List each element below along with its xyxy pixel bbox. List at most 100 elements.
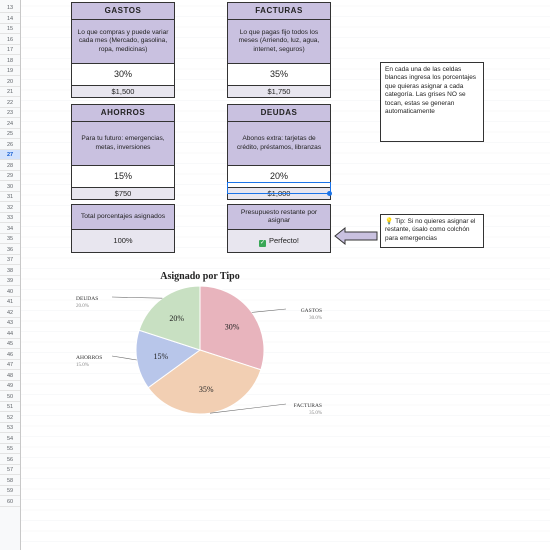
legend-percent: 20.0% (76, 304, 89, 309)
row-number[interactable]: 16 (0, 35, 20, 45)
row-number[interactable]: 20 (0, 77, 20, 87)
row-header-column[interactable]: 13 14 15 16 17 18 19 20 21 22 23 24 25 26 27 28 29 30 31 32… (0, 0, 21, 550)
row-number[interactable]: 14 (0, 14, 20, 24)
row-number[interactable]: 30 (0, 182, 20, 192)
legend-name: AHORROS (76, 355, 102, 361)
facturas-percent-cell[interactable]: 35% (228, 64, 330, 86)
total-percent-label: Total porcentajes asignados (72, 205, 174, 230)
tip-note: 💡 Tip: Si no quieres asignar el restante,… (380, 214, 484, 248)
legend-name: FACTURAS (294, 403, 322, 409)
row-number[interactable]: 36 (0, 245, 20, 255)
pie-chart[interactable]: Asignado por Tipo 30% GASTOS 30.0% 35% FACTU… (60, 264, 350, 424)
tip-text: Tip: Si no quieres asignar el restante, … (385, 218, 476, 242)
row-number[interactable]: 26 (0, 140, 20, 150)
row-number[interactable]: 22 (0, 98, 20, 108)
pie-slice-deudas[interactable] (138, 285, 201, 351)
row-number[interactable]: 40 (0, 287, 20, 297)
row-number[interactable]: 27 (0, 150, 20, 160)
row-number[interactable]: 46 (0, 350, 20, 360)
row-number[interactable]: 15 (0, 24, 20, 34)
row-number[interactable]: 42 (0, 308, 20, 318)
gastos-title: GASTOS (72, 3, 174, 20)
deudas-amount-cell[interactable]: $1,000 (228, 188, 330, 199)
row-number[interactable]: 39 (0, 276, 20, 286)
slice-value-label: 30% (225, 323, 240, 332)
row-number[interactable]: 37 (0, 255, 20, 265)
pie-slice-gastos[interactable] (199, 285, 265, 371)
ahorros-percent-cell[interactable]: 15% (72, 166, 174, 188)
deudas-description: Abonos extra: tarjetas de crédito, prést… (228, 122, 330, 166)
row-number[interactable]: 60 (0, 497, 20, 507)
remaining-budget-status: Perfecto! (268, 236, 299, 245)
deudas-title: DEUDAS (228, 105, 330, 122)
gastos-description: Lo que compras y puede variar cada mes (… (72, 20, 174, 64)
row-number[interactable]: 51 (0, 402, 20, 412)
leader-line (209, 403, 287, 414)
leader-line (111, 296, 163, 299)
row-number[interactable]: 44 (0, 329, 20, 339)
row-number[interactable]: 54 (0, 434, 20, 444)
row-number[interactable]: 48 (0, 371, 20, 381)
row-number[interactable]: 49 (0, 381, 20, 391)
row-number[interactable]: 55 (0, 444, 20, 454)
left-arrow-icon (334, 227, 378, 245)
row-number[interactable]: 21 (0, 87, 20, 97)
total-percent-value[interactable]: 100% (72, 230, 174, 252)
remaining-budget-label: Presupuesto restante por asignar (228, 205, 330, 230)
row-number[interactable]: 19 (0, 66, 20, 76)
ahorros-amount-cell[interactable]: $750 (72, 188, 174, 199)
row-number[interactable]: 28 (0, 161, 20, 171)
legend-name: DEUDAS (76, 296, 98, 302)
leader-line (251, 308, 287, 313)
instructions-note: En cada una de las celdas blancas ingres… (380, 62, 484, 142)
row-number[interactable]: 59 (0, 486, 20, 496)
row-number[interactable]: 13 (0, 3, 20, 13)
legend-name: GASTOS (301, 308, 322, 314)
ahorros-card: AHORROS Para tu futuro: emergencias, met… (71, 104, 175, 200)
lightbulb-icon: 💡 (385, 218, 394, 225)
row-number[interactable]: 47 (0, 360, 20, 370)
deudas-percent-cell[interactable]: 20% (228, 166, 330, 188)
check-icon: ✓ (258, 240, 266, 247)
slice-value-label: 15% (153, 352, 168, 361)
row-number[interactable]: 25 (0, 129, 20, 139)
row-number[interactable]: 52 (0, 413, 20, 423)
row-number[interactable]: 34 (0, 224, 20, 234)
row-number[interactable]: 29 (0, 171, 20, 181)
facturas-description: Lo que pagas fijo todos los meses (Arrie… (228, 20, 330, 64)
legend-percent: 15.0% (76, 363, 89, 368)
row-number[interactable]: 45 (0, 339, 20, 349)
row-number[interactable]: 18 (0, 56, 20, 66)
legend-percent: 35.0% (309, 411, 322, 416)
row-number[interactable]: 35 (0, 234, 20, 244)
gastos-percent-cell[interactable]: 30% (72, 64, 174, 86)
row-number[interactable]: 33 (0, 213, 20, 223)
remaining-budget-box: Presupuesto restante por asignar ✓ Perfec… (227, 204, 331, 253)
chart-title: Asignado por Tipo (160, 271, 239, 282)
slice-value-label: 20% (169, 314, 184, 323)
slice-value-label: 35% (199, 385, 214, 394)
row-number[interactable]: 17 (0, 45, 20, 55)
facturas-title: FACTURAS (228, 3, 330, 20)
row-number[interactable]: 58 (0, 476, 20, 486)
fill-handle[interactable] (327, 191, 332, 196)
ahorros-title: AHORROS (72, 105, 174, 122)
row-number[interactable]: 31 (0, 192, 20, 202)
ahorros-description: Para tu futuro: emergencias, metas, inve… (72, 122, 174, 166)
row-number[interactable]: 24 (0, 119, 20, 129)
row-number[interactable]: 57 (0, 465, 20, 475)
row-number[interactable]: 41 (0, 297, 20, 307)
remaining-budget-value[interactable]: ✓ Perfecto! (228, 230, 330, 252)
row-number[interactable]: 50 (0, 392, 20, 402)
gastos-amount-cell[interactable]: $1,500 (72, 86, 174, 97)
row-number[interactable]: 32 (0, 203, 20, 213)
row-number[interactable]: 43 (0, 318, 20, 328)
pie-slice-ahorros[interactable] (135, 329, 202, 389)
row-number[interactable]: 56 (0, 455, 20, 465)
row-number[interactable]: 23 (0, 108, 20, 118)
legend-percent: 30.0% (309, 316, 322, 321)
row-number[interactable]: 38 (0, 266, 20, 276)
facturas-amount-cell[interactable]: $1,750 (228, 86, 330, 97)
leader-line (111, 355, 137, 361)
row-number[interactable]: 53 (0, 423, 20, 433)
